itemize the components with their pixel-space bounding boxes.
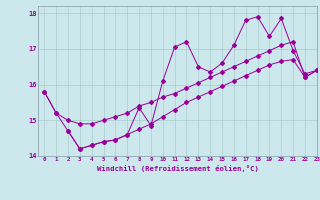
X-axis label: Windchill (Refroidissement éolien,°C): Windchill (Refroidissement éolien,°C)	[97, 165, 259, 172]
